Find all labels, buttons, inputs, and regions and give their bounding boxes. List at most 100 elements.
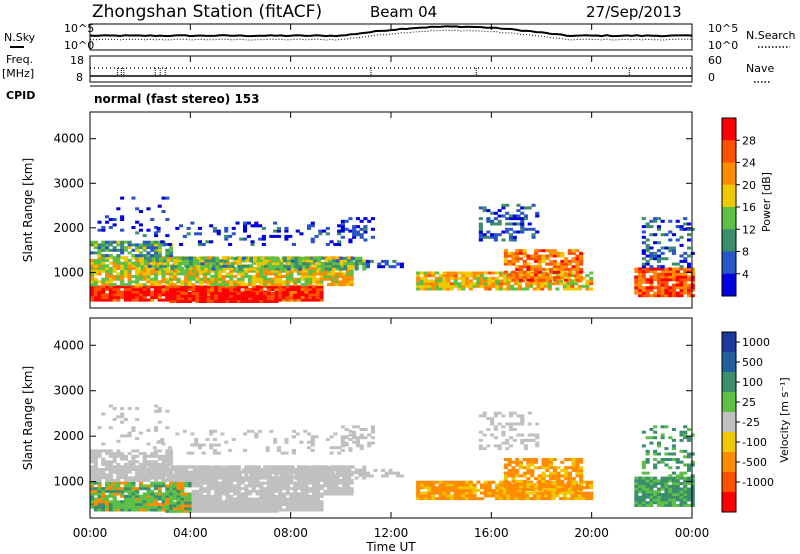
- heat-cell: [350, 264, 355, 268]
- heat-cell: [229, 280, 234, 284]
- heat-cell: [90, 468, 95, 471]
- heat-cell: [240, 478, 245, 482]
- heat-cell: [215, 259, 220, 263]
- heat-cell: [93, 449, 98, 453]
- heat-cell: [515, 468, 520, 472]
- heat-cell: [97, 503, 102, 506]
- heat-cell: [461, 486, 466, 490]
- heat-cell: [556, 265, 561, 269]
- heat-cell: [487, 282, 492, 286]
- heat-cell: [275, 476, 280, 480]
- heat-cell: [555, 282, 560, 286]
- heat-cell: [332, 465, 337, 469]
- heat-cell: [281, 293, 286, 297]
- heat-cell: [244, 283, 249, 287]
- heat-cell: [683, 270, 688, 274]
- heat-cell: [508, 235, 513, 239]
- heat-cell: [112, 261, 117, 265]
- heat-cell: [165, 501, 170, 505]
- heat-cell: [93, 272, 98, 276]
- heat-cell: [671, 476, 676, 480]
- heat-cell: [518, 265, 523, 269]
- heat-cell: [334, 489, 339, 493]
- heat-cell: [233, 261, 238, 265]
- heat-cell: [507, 251, 512, 255]
- heat-cell: [358, 256, 363, 260]
- heat-cell: [337, 224, 342, 228]
- heat-cell: [120, 218, 125, 221]
- heat-cell: [131, 457, 136, 461]
- heat-cell: [523, 206, 528, 210]
- heat-cell: [512, 411, 517, 415]
- heat-cell: [653, 484, 658, 488]
- heat-cell: [493, 414, 498, 418]
- heat-cell: [177, 256, 182, 260]
- heat-cell: [575, 485, 580, 489]
- heat-cell: [675, 219, 680, 223]
- y-tick-label: 2000: [53, 221, 84, 235]
- heat-cell: [552, 259, 557, 263]
- heat-cell: [457, 284, 462, 288]
- heat-cell: [549, 460, 554, 464]
- heat-cell: [289, 503, 294, 506]
- heat-cell: [656, 254, 661, 258]
- heat-cell: [181, 256, 186, 260]
- heat-cell: [653, 501, 658, 505]
- heat-cell: [564, 471, 569, 475]
- heat-cell: [419, 287, 424, 291]
- heat-cell: [687, 482, 692, 486]
- heat-cell: [313, 256, 318, 260]
- heat-cell: [187, 507, 192, 511]
- heat-cell: [535, 436, 540, 440]
- heat-cell: [274, 283, 279, 287]
- heat-cell: [544, 282, 549, 286]
- heat-cell: [209, 429, 214, 433]
- colorbar-tick-label: 25: [742, 396, 756, 409]
- heat-cell: [549, 259, 554, 263]
- heat-cell: [142, 487, 147, 491]
- heat-cell: [228, 243, 233, 246]
- heat-cell: [233, 300, 238, 303]
- heat-cell: [638, 495, 643, 499]
- heat-cell: [150, 267, 155, 270]
- heat-cell: [285, 508, 290, 512]
- heat-cell: [349, 280, 354, 284]
- heat-cell: [560, 262, 565, 266]
- heat-cell: [116, 261, 121, 265]
- heat-cell: [123, 298, 128, 302]
- heat-cell: [431, 486, 436, 490]
- heat-cell: [116, 293, 121, 297]
- heat-cell: [151, 262, 156, 266]
- heat-cell: [285, 280, 290, 284]
- heat-cell: [416, 279, 421, 283]
- heat-cell: [263, 297, 268, 301]
- heat-cell: [540, 488, 545, 492]
- heat-cell: [472, 276, 477, 280]
- heat-cell: [236, 272, 241, 276]
- heat-cell: [101, 463, 106, 466]
- heat-cell: [123, 248, 128, 252]
- heat-cell: [687, 452, 692, 456]
- heat-cell: [236, 259, 241, 262]
- heat-cell: [354, 468, 359, 472]
- heat-cell: [97, 298, 102, 302]
- heat-cell: [289, 288, 294, 291]
- heat-cell: [281, 269, 286, 273]
- heat-cell: [323, 484, 328, 488]
- heat-cell: [159, 471, 164, 475]
- heat-cell: [205, 240, 210, 244]
- heat-cell: [345, 465, 350, 469]
- heat-cell: [298, 468, 303, 472]
- heat-cell: [416, 274, 421, 278]
- heat-cell: [185, 267, 190, 271]
- heat-cell: [362, 476, 367, 480]
- heat-cell: [645, 225, 650, 229]
- heat-cell: [486, 230, 491, 234]
- heat-cell: [157, 254, 162, 258]
- heat-cell: [683, 291, 688, 295]
- heat-cell: [317, 264, 322, 268]
- heat-cell: [142, 296, 147, 299]
- heat-cell: [579, 488, 584, 491]
- heat-cell: [641, 476, 646, 480]
- heat-cell: [338, 264, 343, 268]
